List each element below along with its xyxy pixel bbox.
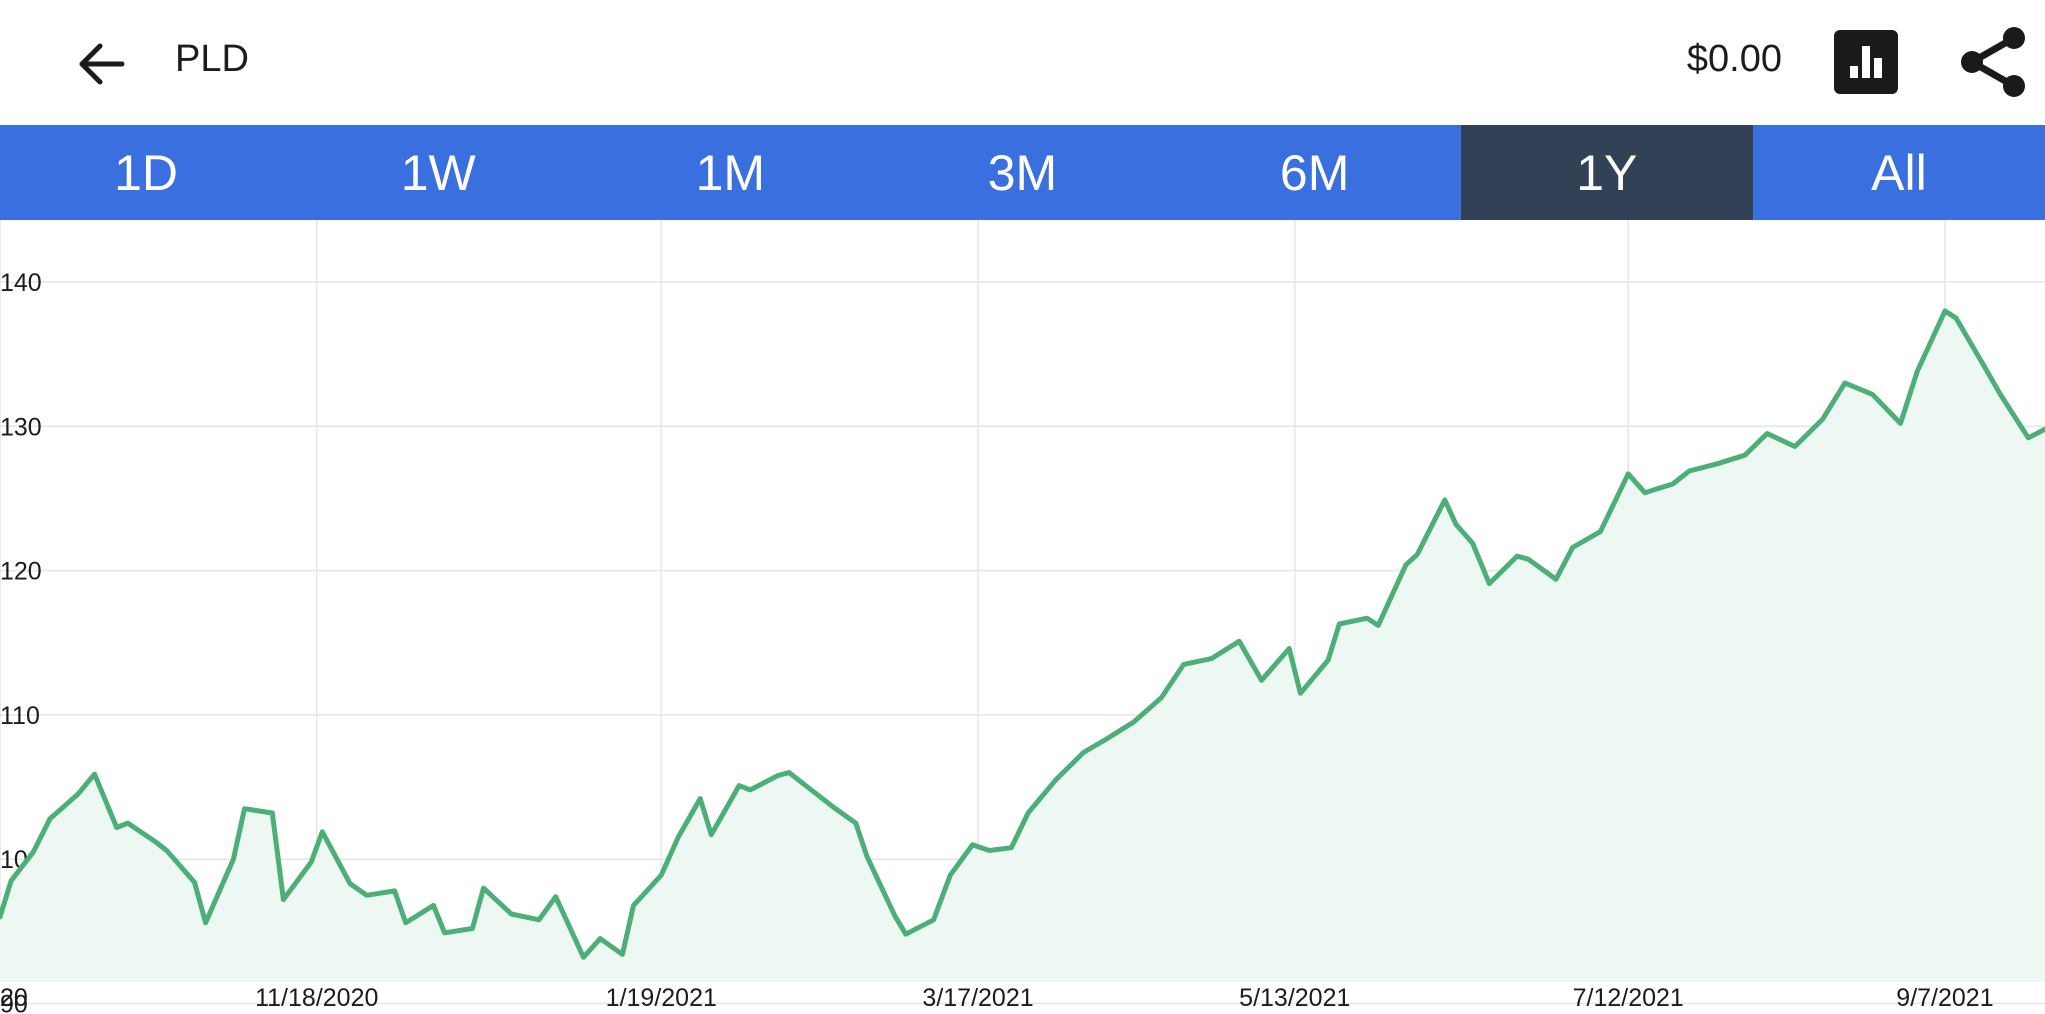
ticker-symbol: PLD [175,38,249,80]
y-tick-label: 90 [0,991,28,1014]
price-area-fill [0,310,2045,982]
tab-1y[interactable]: 1Y [1460,125,1753,220]
x-tick-label: 5/13/2021 [1239,984,1350,1012]
y-tick-label: 140 [0,269,42,297]
x-tick-label: 9/7/2021 [1896,984,1993,1012]
tab-6m[interactable]: 6M [1279,144,1350,201]
tab-3m[interactable]: 3M [987,144,1058,201]
y-tick-label: 130 [0,413,42,441]
bar-chart-icon [1850,66,1858,78]
y-tick-label: 110 [0,702,40,730]
back-button[interactable] [64,28,136,100]
y-tick-label: 120 [0,558,42,586]
price-chart[interactable]: 90100110120130140202011/18/20201/19/2021… [0,220,2045,1014]
chart-type-button[interactable] [1834,30,1898,94]
x-tick-label: 2020 [0,984,28,1012]
x-tick-label: 7/12/2021 [1573,984,1684,1012]
bar-chart-icon-bar [1862,46,1870,78]
price-value: $0.00 [1686,38,1782,80]
bar-chart-icon-bar [1874,58,1882,78]
share-icon [1961,27,2025,97]
share-button[interactable] [1954,24,2034,100]
timeframe-tabs: 1D 1W 1M 3M 6M 1Y All [0,125,2045,220]
x-tick-label: 3/17/2021 [922,984,1033,1012]
tab-1w[interactable]: 1W [400,144,476,201]
tab-1m[interactable]: 1M [695,144,766,201]
price-chart-svg: 90100110120130140202011/18/20201/19/2021… [0,220,2045,1014]
x-tick-label: 1/19/2021 [606,984,717,1012]
x-tick-label: 11/18/2020 [255,984,378,1012]
price-line [0,308,2045,960]
tab-all[interactable]: All [1871,144,1927,201]
arrow-left-icon [79,43,125,85]
tab-1d[interactable]: 1D [114,144,179,201]
top-bar: PLD $0.00 [0,0,2045,125]
